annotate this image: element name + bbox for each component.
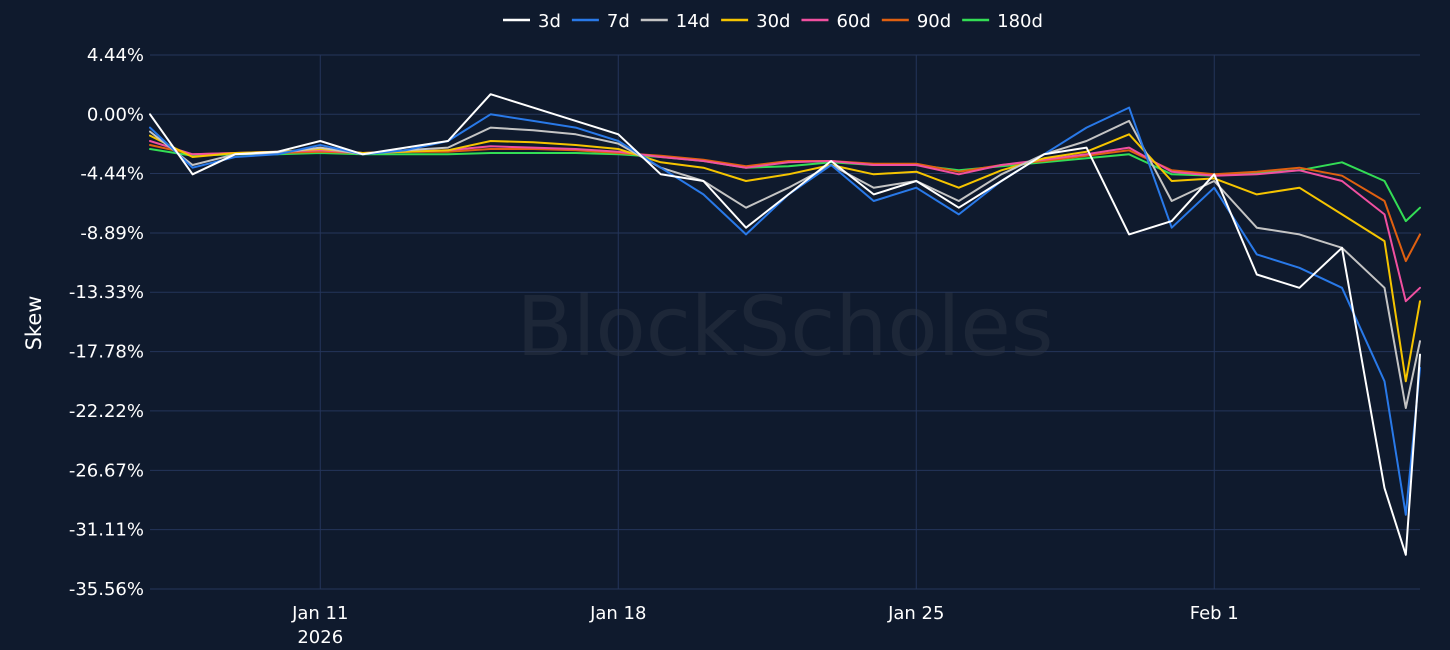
legend-label-90d: 90d [917,11,951,32]
x-tick-label: Jan 11 [291,603,348,624]
series-lines [149,93,1421,556]
y-tick-label: -26.67% [69,460,144,481]
x-tick-label: Feb 1 [1190,603,1239,624]
y-axis: 4.44% 0.00% -4.44% -8.89% -13.33% -17.78% -22.… [69,45,144,600]
legend: 3d 7d 14d 30d 60d 90d 180d [503,11,1043,32]
x-tick-label: Jan 25 [887,603,944,624]
y-tick-label: 0.00% [87,104,144,125]
legend-label-180d: 180d [997,11,1043,32]
x-tick-sublabel: 2026 [297,627,343,648]
legend-label-30d: 30d [756,11,790,32]
y-tick-label: -31.11% [69,520,144,541]
y-tick-label: -17.78% [69,342,144,363]
y-tick-label: -35.56% [69,579,144,600]
series-line-3d [149,93,1421,556]
y-tick-label: -22.22% [69,401,144,422]
y-tick-label: -4.44% [80,164,144,185]
watermark-logo: BlockScholes [516,280,1053,375]
x-tick-label: Jan 18 [589,603,646,624]
legend-label-14d: 14d [676,11,710,32]
y-axis-title: Skew [22,296,46,351]
legend-label-60d: 60d [836,11,870,32]
x-axis: Jan 11 2026 Jan 18 Jan 25 Feb 1 [291,603,1239,648]
y-tick-label: -13.33% [69,282,144,303]
y-tick-label: 4.44% [87,45,144,66]
y-tick-label: -8.89% [80,223,144,244]
series-line-60d [149,140,1421,303]
legend-label-3d: 3d [538,11,561,32]
legend-label-7d: 7d [607,11,630,32]
